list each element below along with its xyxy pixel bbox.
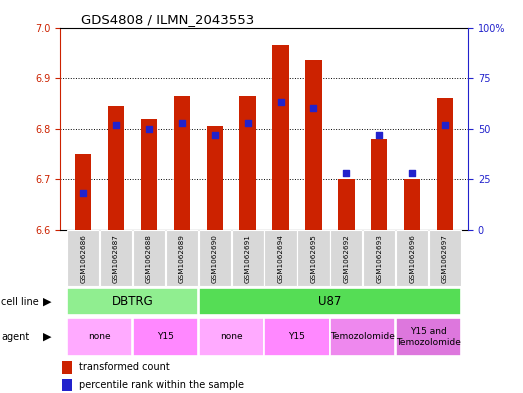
Bar [363,230,395,286]
Bar [62,379,72,391]
Text: transformed count: transformed count [78,362,169,372]
Text: GSM1062691: GSM1062691 [245,234,251,283]
Text: agent: agent [1,332,29,342]
Point [178,119,186,126]
Text: GSM1062697: GSM1062697 [442,234,448,283]
Bar [133,230,165,286]
Bar [330,230,362,286]
Text: GDS4808 / ILMN_2043553: GDS4808 / ILMN_2043553 [81,13,254,26]
Text: ▶: ▶ [43,297,52,307]
Text: GSM1062693: GSM1062693 [376,234,382,283]
Bar [62,361,72,373]
Bar [166,230,198,286]
Bar [67,230,99,286]
Bar [199,288,461,315]
Point [244,119,252,126]
Text: GSM1062694: GSM1062694 [278,234,283,283]
Text: none: none [88,332,111,342]
Text: GSM1062687: GSM1062687 [113,234,119,283]
Text: Y15 and
Temozolomide: Y15 and Temozolomide [396,327,461,347]
Bar [108,106,124,230]
Text: GSM1062689: GSM1062689 [179,234,185,283]
Text: Temozolomide: Temozolomide [331,332,395,342]
Text: Y15: Y15 [289,332,305,342]
Text: GSM1062692: GSM1062692 [344,234,349,283]
Text: GSM1062696: GSM1062696 [409,234,415,283]
Bar [133,318,198,356]
Point [79,190,87,196]
Text: GSM1062686: GSM1062686 [80,234,86,283]
Bar [404,179,420,230]
Text: GSM1062688: GSM1062688 [146,234,152,283]
Bar [240,96,256,230]
Point [375,132,383,138]
Bar [199,318,264,356]
Point [276,99,285,106]
Bar [371,139,388,230]
Bar [232,230,264,286]
Point [112,121,120,128]
Bar [338,179,355,230]
Text: Y15: Y15 [157,332,174,342]
Bar [330,318,395,356]
Bar [75,154,92,230]
Text: DBTRG: DBTRG [111,295,153,308]
Text: percentile rank within the sample: percentile rank within the sample [78,380,244,390]
Text: cell line: cell line [1,297,39,307]
Point [309,105,317,112]
Bar [437,98,453,230]
Bar [396,230,428,286]
Text: ▶: ▶ [43,332,52,342]
Point [211,132,219,138]
Text: U87: U87 [318,295,342,308]
Bar [298,230,329,286]
Bar [199,230,231,286]
Text: GSM1062695: GSM1062695 [311,234,316,283]
Bar [265,318,329,356]
Bar [305,61,322,230]
Point [441,121,449,128]
Bar [265,230,297,286]
Bar [272,45,289,230]
Text: GSM1062690: GSM1062690 [212,234,218,283]
Bar [67,288,198,315]
Bar [207,126,223,230]
Point [145,125,153,132]
Bar [396,318,461,356]
Bar [429,230,461,286]
Bar [67,318,132,356]
Point [408,170,416,176]
Bar [174,96,190,230]
Bar [100,230,132,286]
Text: none: none [220,332,243,342]
Bar [141,119,157,230]
Point [342,170,350,176]
